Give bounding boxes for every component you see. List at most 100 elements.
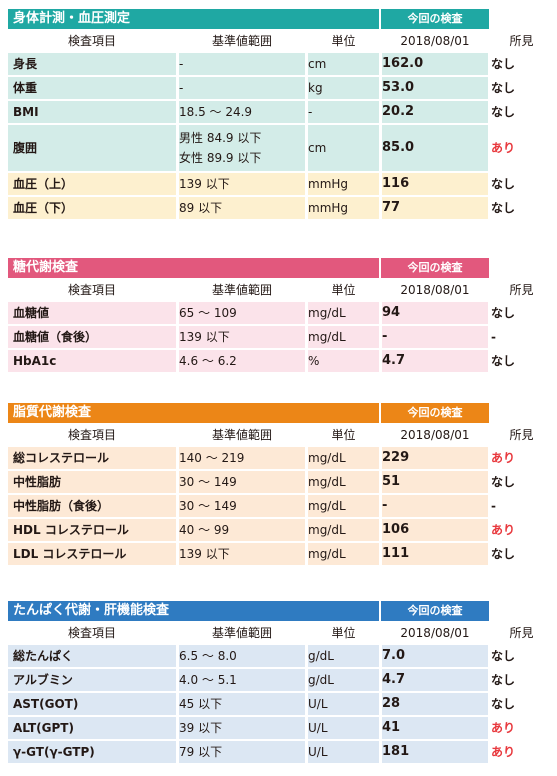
reference-range: 65 ～ 109 xyxy=(179,306,237,320)
finding: なし xyxy=(491,673,516,687)
table-row: 血糖値 65 ～ 109 mg/dL 94 なし xyxy=(8,302,552,324)
finding: なし xyxy=(491,57,516,71)
result-value-cell: 181 xyxy=(382,741,488,763)
finding: なし xyxy=(491,697,516,711)
item-name: 血糖値 xyxy=(13,306,50,320)
item-name: LDL コレステロール xyxy=(13,547,127,561)
reference-range-cell: 139 以下 xyxy=(179,173,305,195)
result-value: 7.0 xyxy=(382,648,406,663)
unit-cell: mg/dL xyxy=(308,471,379,493)
section-body-measurement: 身体計測・血圧測定 今回の検査 検査項目 基準値範囲 単位 2018/08/01… xyxy=(8,9,552,221)
item-name: HDL コレステロール xyxy=(13,523,129,537)
table-row: 中性脂肪（食後） 30 ～ 149 mg/dL - - xyxy=(8,495,552,517)
unit: - xyxy=(308,105,313,119)
unit: % xyxy=(308,354,320,368)
unit-cell: mg/dL xyxy=(308,543,379,565)
finding: なし xyxy=(491,547,516,561)
result-value: 77 xyxy=(382,200,401,215)
table-row: 血圧（上） 139 以下 mmHg 116 なし xyxy=(8,173,552,195)
reference-range: 30 ～ 149 xyxy=(179,475,237,489)
unit: mg/dL xyxy=(308,523,346,537)
unit: mg/dL xyxy=(308,306,346,320)
col-unit: 単位 xyxy=(331,283,356,297)
item-name-cell: 体重 xyxy=(8,77,176,99)
finding-cell: なし xyxy=(491,645,552,667)
table-row: γ-GT(γ-GTP) 79 以下 U/L 181 あり xyxy=(8,741,552,763)
finding: あり xyxy=(491,141,516,155)
finding: なし xyxy=(491,105,516,119)
col-date: 2018/08/01 xyxy=(400,428,470,442)
unit-cell: U/L xyxy=(308,717,379,739)
finding-cell: なし xyxy=(491,543,552,565)
unit-cell: mg/dL xyxy=(308,495,379,517)
table-row: 総たんぱく 6.5 ～ 8.0 g/dL 7.0 なし xyxy=(8,645,552,667)
reference-range: 139 以下 xyxy=(179,177,230,191)
reference-range: 139 以下 xyxy=(179,330,230,344)
col-unit: 単位 xyxy=(331,34,356,48)
finding-cell: なし xyxy=(491,669,552,691)
reference-range-cell: 18.5 ～ 24.9 xyxy=(179,101,305,123)
col-item: 検査項目 xyxy=(67,428,116,442)
reference-range-cell: 139 以下 xyxy=(179,326,305,348)
reference-range-cell: 30 ～ 149 xyxy=(179,471,305,493)
item-name-cell: 総たんぱく xyxy=(8,645,176,667)
unit: mg/dL xyxy=(308,330,346,344)
reference-range-cell: 39 以下 xyxy=(179,717,305,739)
result-value: - xyxy=(382,329,388,344)
unit-cell: mg/dL xyxy=(308,519,379,541)
column-headers: 検査項目 基準値範囲 単位 2018/08/01 所見 xyxy=(8,29,552,53)
col-finding: 所見 xyxy=(509,283,534,297)
item-name: 血圧（上） xyxy=(13,177,74,191)
unit: U/L xyxy=(308,721,328,735)
unit: U/L xyxy=(308,745,328,759)
reference-range: 140 ～ 219 xyxy=(179,451,245,465)
unit: cm xyxy=(308,141,327,155)
unit-cell: U/L xyxy=(308,741,379,763)
result-value-cell: 77 xyxy=(382,197,488,219)
finding-cell: なし xyxy=(491,197,552,219)
table-row: 腹囲 男性 84.9 以下 女性 89.9 以下 cm 85.0 あり xyxy=(8,125,552,171)
finding-cell: なし xyxy=(491,77,552,99)
unit-cell: g/dL xyxy=(308,645,379,667)
col-finding: 所見 xyxy=(509,428,534,442)
reference-range-cell: 30 ～ 149 xyxy=(179,495,305,517)
result-value: 106 xyxy=(382,522,410,537)
result-value: 85.0 xyxy=(382,140,415,155)
unit-cell: % xyxy=(308,350,379,372)
unit-cell: mmHg xyxy=(308,197,379,219)
col-item: 検査項目 xyxy=(67,626,116,640)
column-headers: 検査項目 基準値範囲 単位 2018/08/01 所見 xyxy=(8,423,552,447)
item-name: HbA1c xyxy=(13,354,57,368)
table-row: HbA1c 4.6 ～ 6.2% 4.7 なし xyxy=(8,350,552,372)
item-name: 総たんぱく xyxy=(13,649,74,663)
finding-cell: あり xyxy=(491,519,552,541)
unit: mg/dL xyxy=(308,475,346,489)
table-row: ALT(GPT) 39 以下 U/L 41 あり xyxy=(8,717,552,739)
finding-cell: あり xyxy=(491,447,552,469)
result-value-cell: 28 xyxy=(382,693,488,715)
result-value: 41 xyxy=(382,720,401,735)
item-name: 中性脂肪 xyxy=(13,475,62,489)
item-name: 血圧（下） xyxy=(13,201,74,215)
reference-range: 4.0 ～ 5.1 xyxy=(179,673,237,687)
table-row: 体重 - kg 53.0 なし xyxy=(8,77,552,99)
result-value-cell: 162.0 xyxy=(382,53,488,75)
item-name-cell: HbA1c xyxy=(8,350,176,372)
reference-range-cell: 4.0 ～ 5.1 xyxy=(179,669,305,691)
section-header: 身体計測・血圧測定 今回の検査 xyxy=(8,9,552,29)
item-name: BMI xyxy=(13,105,39,119)
unit-cell: cm xyxy=(308,125,379,171)
result-value: 51 xyxy=(382,474,401,489)
result-value-cell: 7.0 xyxy=(382,645,488,667)
section-title: たんぱく代謝・肝機能検査 xyxy=(8,601,379,621)
unit: cm xyxy=(308,57,327,71)
section-glucose-metabolism: 糖代謝検査 今回の検査 検査項目 基準値範囲 単位 2018/08/01 所見 … xyxy=(8,258,552,374)
unit-cell: mg/dL xyxy=(308,302,379,324)
finding: なし xyxy=(491,81,516,95)
finding: なし xyxy=(491,201,516,215)
table-row: BMI 18.5 ～ 24.9 - 20.2 なし xyxy=(8,101,552,123)
item-name-cell: 血糖値（食後） xyxy=(8,326,176,348)
table-row: 中性脂肪 30 ～ 149 mg/dL 51 なし xyxy=(8,471,552,493)
finding: なし xyxy=(491,177,516,191)
reference-range-cell: 6.5 ～ 8.0 xyxy=(179,645,305,667)
